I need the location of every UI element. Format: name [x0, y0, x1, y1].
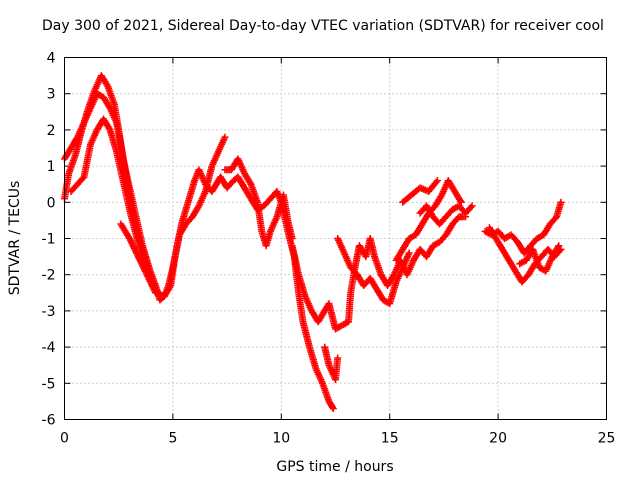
- x-axis: 0 5 10 15 20 25: [60, 57, 616, 447]
- data-point: [433, 177, 441, 185]
- chart-title: Day 300 of 2021, Sidereal Day-to-day VTE…: [42, 18, 604, 34]
- data-point: [555, 242, 563, 250]
- y-axis-label: SDTVAR / TECUs: [7, 181, 23, 296]
- x-tick-label: 0: [60, 431, 69, 447]
- y-tick-label: -4: [42, 340, 56, 356]
- x-tick-label: 10: [272, 431, 290, 447]
- data-point: [166, 283, 174, 291]
- data-point: [467, 203, 475, 211]
- data-series-sdtvar: [61, 72, 565, 413]
- data-point: [246, 179, 254, 187]
- y-tick-label: -6: [42, 413, 56, 429]
- data-point: [457, 198, 465, 206]
- x-tick-label: 15: [381, 431, 399, 447]
- data-point: [103, 81, 111, 89]
- data-point: [432, 178, 440, 186]
- y-axis: -6 -5 -4 -3 -2 -1 0 1 2 3 4: [42, 51, 607, 429]
- y-tick-label: 2: [47, 123, 56, 139]
- x-axis-label: GPS time / hours: [276, 459, 393, 475]
- data-point: [329, 405, 337, 413]
- data-point: [221, 133, 229, 141]
- data-point: [334, 354, 342, 362]
- data-point: [554, 243, 562, 251]
- data-point: [288, 235, 296, 242]
- y-tick-label: -5: [42, 376, 56, 392]
- y-tick-label: 3: [47, 87, 56, 103]
- y-tick-label: 0: [47, 195, 56, 211]
- data-point: [328, 403, 336, 411]
- y-tick-label: -1: [42, 232, 56, 248]
- data-point: [456, 197, 464, 205]
- y-tick-label: 1: [47, 159, 56, 175]
- data-point: [468, 202, 476, 210]
- x-tick-label: 5: [168, 431, 177, 447]
- x-tick-label: 25: [598, 431, 616, 447]
- data-point: [405, 249, 413, 257]
- data-point: [105, 124, 113, 132]
- data-point: [557, 198, 565, 206]
- x-tick-label: 20: [489, 431, 507, 447]
- plot-frame: [64, 57, 607, 420]
- y-tick-label: -2: [42, 268, 56, 284]
- y-tick-label: 4: [47, 51, 56, 67]
- y-tick-label: -3: [42, 304, 56, 320]
